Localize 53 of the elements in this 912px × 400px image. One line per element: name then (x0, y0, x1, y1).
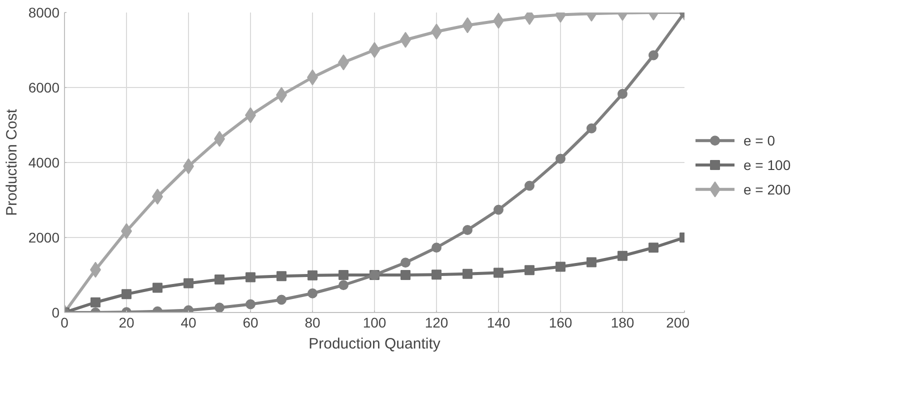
point (246, 272, 256, 282)
legend-label: e = 100 (744, 157, 791, 173)
point (246, 299, 256, 310)
point (90, 297, 100, 308)
point (586, 123, 596, 134)
x-tick-label: 180 (610, 314, 634, 330)
x-tick-label: 100 (362, 314, 386, 330)
point (462, 225, 472, 235)
point (618, 250, 628, 261)
point (338, 280, 348, 290)
point (338, 270, 348, 280)
point (184, 278, 194, 288)
x-tick-label: 60 (242, 314, 258, 330)
point (214, 302, 224, 312)
point (276, 271, 286, 282)
point (524, 180, 534, 191)
point (462, 268, 472, 279)
point (432, 242, 442, 253)
y-tick-label: 8000 (28, 4, 60, 20)
point (308, 288, 318, 298)
point (648, 50, 658, 60)
x-tick-label: 160 (548, 314, 572, 330)
x-tick-label: 140 (486, 314, 510, 330)
legend-label: e = 200 (744, 181, 791, 198)
point (586, 257, 596, 268)
line-series (64, 12, 684, 312)
point (308, 270, 318, 280)
point (494, 268, 504, 278)
point (214, 274, 224, 284)
point (122, 289, 132, 300)
point (400, 258, 410, 268)
x-tick-label: 40 (180, 314, 196, 330)
point (556, 154, 566, 164)
y-tick-label: 6000 (28, 80, 60, 96)
point (400, 270, 410, 280)
point (494, 204, 504, 215)
y-axis-title: Production Cost (3, 108, 20, 216)
y-tick-label: 2000 (28, 230, 60, 246)
point (432, 270, 442, 280)
point (276, 294, 286, 305)
point (556, 262, 566, 272)
legend-label: e = 0 (744, 132, 776, 149)
x-tick-label: 120 (424, 314, 448, 330)
x-tick-label: 20 (118, 314, 134, 330)
point (152, 282, 162, 293)
y-tick-label: 0 (52, 304, 60, 320)
x-tick-label: 200 (666, 314, 690, 330)
point (524, 265, 534, 276)
y-tick-label: 4000 (28, 154, 60, 170)
point (618, 88, 628, 99)
x-axis-title: Production Quantity (308, 336, 441, 352)
point (648, 242, 658, 253)
x-tick-label: 80 (304, 314, 320, 330)
